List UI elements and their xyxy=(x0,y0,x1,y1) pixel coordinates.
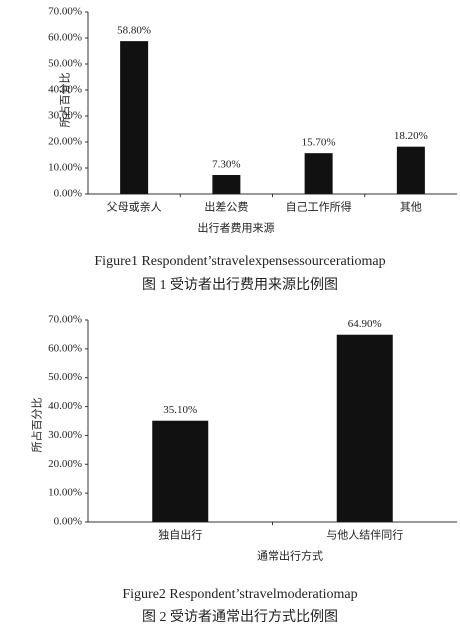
x-tick-label: 与他人结伴同行 xyxy=(326,529,403,542)
figure-caption: Figure2 Respondent’stravelmoderatiomap xyxy=(122,587,357,602)
value-label: 18.20% xyxy=(394,130,428,142)
x-axis-title: 通常出行方式 xyxy=(257,549,323,563)
figure-caption: 图 1 受访者出行费用来源比例图 xyxy=(142,277,338,293)
y-tick-label: 70.00% xyxy=(48,6,82,18)
bar xyxy=(152,420,209,522)
y-tick-label: 70.00% xyxy=(48,314,82,326)
y-tick-label: 60.00% xyxy=(48,32,82,44)
figure-caption: Figure1 Respondent’stravelexpensessource… xyxy=(94,254,385,269)
bar xyxy=(304,153,333,194)
y-axis-title: 所占百分比 xyxy=(58,73,72,128)
x-axis-title: 出行者费用来源 xyxy=(198,221,275,235)
y-tick-label: 60.00% xyxy=(48,342,82,354)
value-label: 15.70% xyxy=(302,137,336,149)
y-tick-label: 40.00% xyxy=(48,84,82,96)
bar xyxy=(212,175,241,194)
x-tick-label: 出差公费 xyxy=(204,200,248,214)
x-tick-label: 其他 xyxy=(400,201,422,214)
y-tick-label: 20.00% xyxy=(48,136,82,148)
y-tick-label: 30.00% xyxy=(48,429,82,441)
bar xyxy=(396,146,425,194)
y-tick-label: 50.00% xyxy=(48,371,82,383)
value-label: 35.10% xyxy=(163,404,197,416)
bar xyxy=(336,334,393,522)
x-tick-label: 独自出行 xyxy=(158,528,202,542)
x-tick-label: 自己工作所得 xyxy=(286,201,352,214)
value-label: 58.80% xyxy=(117,25,151,37)
y-tick-label: 0.00% xyxy=(54,516,82,528)
y-tick-label: 10.00% xyxy=(48,487,82,499)
bar xyxy=(120,41,149,195)
value-label: 7.30% xyxy=(212,159,240,171)
y-tick-label: 40.00% xyxy=(48,400,82,412)
y-tick-label: 0.00% xyxy=(54,188,82,200)
value-label: 64.90% xyxy=(348,318,382,330)
figure-caption: 图 2 受访者通常出行方式比例图 xyxy=(142,609,338,625)
y-tick-label: 20.00% xyxy=(48,458,82,470)
x-tick-label: 父母或亲人 xyxy=(107,200,162,214)
y-tick-label: 30.00% xyxy=(48,110,82,122)
y-axis-title: 所占百分比 xyxy=(30,398,44,453)
y-tick-label: 10.00% xyxy=(48,162,82,174)
y-tick-label: 50.00% xyxy=(48,58,82,70)
